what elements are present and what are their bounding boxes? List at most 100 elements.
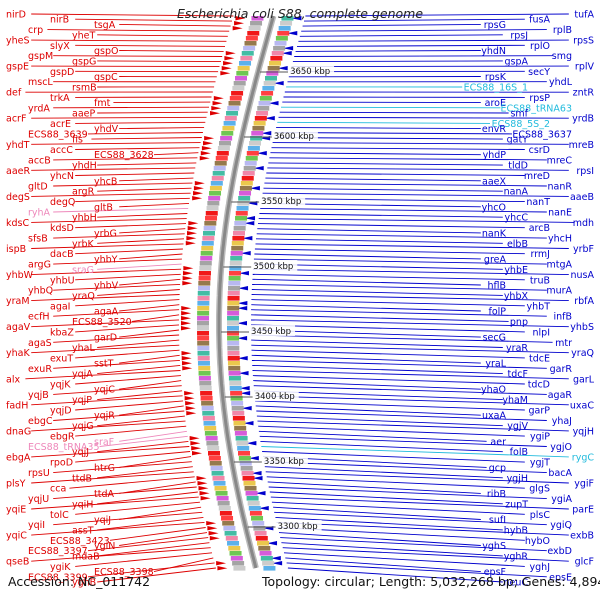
gene-label-yqij: yqiJ <box>94 515 111 526</box>
forward-feature-arrow <box>216 561 227 566</box>
gene-label-infb: infB <box>553 312 572 323</box>
reverse-feature-arrow <box>238 271 249 276</box>
cog-strip <box>249 511 262 516</box>
gene-label-ygik: ygiK <box>50 562 71 573</box>
gene-connector <box>267 481 481 494</box>
cog-strip <box>228 271 241 276</box>
cog-strip <box>263 566 276 571</box>
forward-feature-arrow <box>210 111 221 116</box>
gene-connector <box>257 223 525 229</box>
gene-connector <box>256 233 547 239</box>
cog-strip <box>253 121 266 126</box>
gene-connector <box>99 435 188 447</box>
reverse-feature-arrow <box>258 506 269 511</box>
gene-label-mdab: mdaB <box>72 551 100 562</box>
forward-feature-arrow <box>181 351 192 356</box>
gene-label-yhdh: yhdH <box>72 161 97 172</box>
gene-connector <box>53 207 189 213</box>
cog-strip <box>228 376 241 381</box>
cog-strip <box>211 176 224 181</box>
gene-label-aaer: aaeR <box>6 166 30 177</box>
gene-label-nana: nanA <box>504 187 529 198</box>
gene-label-yqjc: yqjC <box>94 385 115 396</box>
cog-strip <box>210 466 223 471</box>
reverse-feature-arrow <box>273 81 284 86</box>
gene-connector <box>269 157 547 161</box>
cog-strip <box>212 171 225 176</box>
gene-connector <box>75 400 184 411</box>
forward-feature-arrow <box>181 316 192 321</box>
gene-label-agaa: agaA <box>94 307 119 318</box>
scale-tick-label: 3400 kbp <box>255 392 295 402</box>
gene-label-tufa: tufA <box>574 10 594 21</box>
gene-label-yhbs: yhbS <box>570 322 594 333</box>
cog-strip <box>266 71 279 76</box>
forward-feature-arrow <box>181 356 192 361</box>
gene-label-yhak: yhaK <box>6 348 30 359</box>
cog-strip <box>240 56 253 61</box>
gene-connector <box>253 385 547 395</box>
gene-connector <box>75 121 206 124</box>
scale-tick-bg <box>259 195 306 206</box>
cog-strip <box>227 291 240 296</box>
gene-connector <box>53 182 193 187</box>
forward-feature-arrow <box>201 146 212 151</box>
cog-strip <box>216 151 229 156</box>
cog-strip <box>267 66 280 71</box>
gene-label-agav: agaV <box>6 322 31 333</box>
cog-strip <box>198 376 211 381</box>
gene-label-ygin: ygiN <box>94 541 115 552</box>
cog-strip <box>215 156 228 161</box>
reverse-feature-arrow <box>237 301 248 306</box>
cog-strip <box>238 451 251 456</box>
gene-label-nanr: nanR <box>548 181 573 192</box>
forward-feature-arrow <box>197 481 208 486</box>
gene-connector <box>119 126 205 130</box>
gene-connector <box>47 29 230 32</box>
gene-label-gspm: gspM <box>28 51 53 62</box>
gene-label-mdh: mdh <box>573 218 594 229</box>
gene-connector <box>31 39 227 42</box>
gene-connector <box>119 50 224 52</box>
gene-label-hybo: hybO <box>525 536 550 547</box>
cog-strip <box>197 341 210 346</box>
cog-strip <box>205 211 218 216</box>
gene-connector <box>53 258 182 265</box>
cog-strip <box>205 436 218 441</box>
gene-label-yhdt: yhdT <box>6 140 30 151</box>
forward-feature-arrow <box>192 196 203 201</box>
gene-label-plsy: plsY <box>6 478 26 489</box>
cog-strip <box>274 41 287 46</box>
gene-label-yhbe: yhbE <box>504 265 528 276</box>
gene-label-aaeb: aaeB <box>570 192 594 203</box>
gene-connector <box>271 501 525 515</box>
gene-label-aer: aer <box>490 437 506 448</box>
gene-connector <box>253 268 569 276</box>
cog-strip <box>206 441 219 446</box>
reverse-feature-arrow <box>251 471 262 476</box>
forward-feature-arrow <box>190 441 201 446</box>
cog-strip <box>209 191 222 196</box>
gene-connector <box>31 420 186 432</box>
cog-strip <box>201 246 214 251</box>
scale-tick-label: 3350 kbp <box>264 457 304 467</box>
gene-connector <box>97 364 181 375</box>
gene-label-mura: murA <box>546 286 572 297</box>
gene-label-ecs88-3397: ECS88_3397 <box>28 546 88 557</box>
cog-strip <box>232 236 245 241</box>
cog-strip <box>227 361 240 366</box>
gene-connector <box>97 238 185 244</box>
gene-connector <box>25 370 181 380</box>
cog-strip <box>232 411 245 416</box>
gene-connector <box>266 476 525 489</box>
gene-label-ecs88-5s-2: ECS88_5S_2 <box>492 119 550 130</box>
gene-connector <box>260 440 503 453</box>
cog-strip <box>224 531 237 536</box>
cog-strip <box>197 296 210 301</box>
genome-backbone <box>216 15 277 569</box>
gene-label-mreb: mreB <box>569 140 594 151</box>
gene-connector <box>119 202 190 208</box>
gene-connector <box>53 55 223 57</box>
gene-connector <box>75 501 200 515</box>
gene-label-gspo: gspO <box>94 46 119 57</box>
